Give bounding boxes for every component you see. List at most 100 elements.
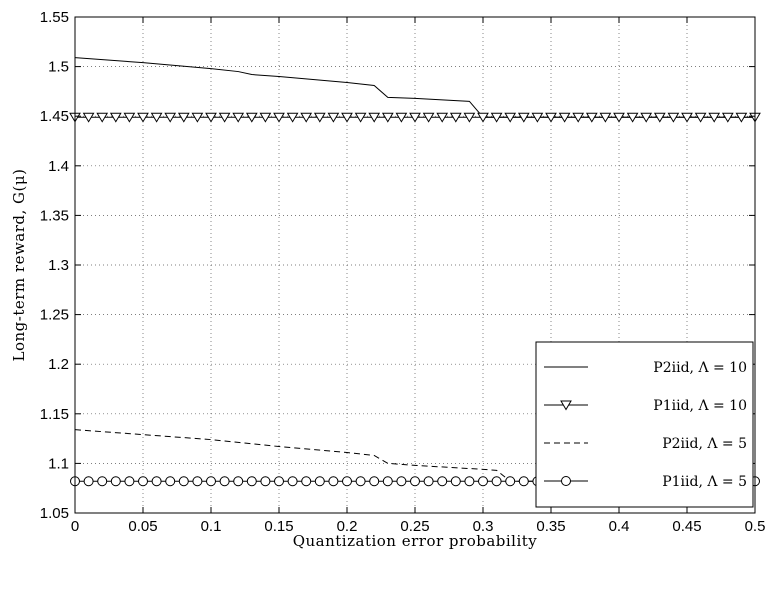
y-tick-label: 1.5 <box>48 59 69 76</box>
circle-marker <box>314 476 325 487</box>
triangle-marker <box>218 112 231 123</box>
triangle-marker <box>585 112 598 123</box>
circle-marker <box>561 476 571 486</box>
triangle-marker <box>653 112 666 123</box>
circle-marker <box>437 476 448 487</box>
circle-marker <box>206 476 216 487</box>
triangle-marker <box>205 112 217 123</box>
x-tick-label: 0.45 <box>672 518 701 535</box>
legend-box <box>535 341 754 508</box>
triangle-marker <box>327 112 340 123</box>
triangle-marker <box>313 112 326 123</box>
x-tick-label: 0.4 <box>609 518 630 535</box>
triangle-marker <box>449 112 462 123</box>
circle-marker <box>274 476 284 487</box>
y-axis-title: Long-term reward, G(μ) <box>10 169 28 362</box>
y-tick-label: 1.3 <box>48 257 69 274</box>
circle-marker <box>505 476 516 487</box>
series-3 <box>74 429 755 482</box>
circle-marker <box>410 476 420 487</box>
x-tick-label: 0.25 <box>400 518 429 535</box>
triangle-marker <box>640 112 653 123</box>
x-tick-label: 0 <box>71 518 79 535</box>
x-tick-label: 0.5 <box>745 518 766 535</box>
circle-marker <box>233 476 244 487</box>
triangle-marker <box>409 112 421 123</box>
triangle-marker <box>109 112 122 123</box>
circle-marker <box>342 476 352 487</box>
y-tick-label: 1.05 <box>40 505 69 522</box>
triangle-marker <box>354 112 367 123</box>
legend-entry: P1iid, Λ = 10 <box>544 398 747 414</box>
x-tick-label: 0.1 <box>201 518 222 535</box>
legend-entry: P2iid, Λ = 10 <box>544 360 747 376</box>
circle-marker <box>464 476 475 487</box>
x-axis-title: Quantization error probability <box>293 532 538 550</box>
y-tick-label: 1.25 <box>40 307 69 324</box>
legend-label: P1iid, Λ = 10 <box>653 398 747 414</box>
triangle-marker <box>504 112 517 123</box>
circle-marker <box>83 476 94 487</box>
legend-label: P2iid, Λ = 5 <box>662 436 747 452</box>
circle-marker <box>260 476 271 487</box>
y-tick-label: 1.1 <box>48 455 69 472</box>
triangle-marker <box>599 112 612 123</box>
x-tick-label: 0.15 <box>264 518 293 535</box>
x-tick-label: 0.2 <box>337 518 358 535</box>
x-tick-label: 0.05 <box>128 518 157 535</box>
circle-marker <box>518 476 529 487</box>
x-tick-label: 0.35 <box>536 518 565 535</box>
triangle-marker <box>694 112 707 123</box>
circle-marker <box>491 476 502 487</box>
circle-marker <box>450 476 461 487</box>
y-tick-label: 1.4 <box>48 158 69 175</box>
triangle-marker <box>368 112 381 123</box>
triangle-marker <box>735 112 748 123</box>
circle-marker <box>328 476 339 487</box>
triangle-marker <box>245 112 258 123</box>
circle-marker <box>192 476 203 487</box>
triangle-marker <box>341 112 353 123</box>
circle-marker <box>97 476 108 487</box>
circle-marker <box>110 476 121 487</box>
triangle-marker <box>150 112 163 123</box>
axis-ticks: 0 0.05 0.1 0.15 0.2 0.25 0.3 0.35 0.4 0.45 0.5 1.05… <box>40 9 766 535</box>
triangle-marker <box>286 112 299 123</box>
triangle-marker <box>463 112 476 123</box>
y-tick-label: 1.2 <box>48 356 69 373</box>
triangle-marker <box>273 112 285 123</box>
triangle-marker <box>300 112 313 123</box>
legend-label: P2iid, Λ = 10 <box>653 360 747 376</box>
triangle-marker <box>395 112 408 123</box>
series-2 <box>69 112 761 123</box>
triangle-marker <box>259 112 272 123</box>
circle-marker <box>219 476 230 487</box>
triangle-marker <box>164 112 177 123</box>
triangle-marker <box>517 112 530 123</box>
triangle-marker <box>477 112 489 123</box>
y-tick-label: 1.35 <box>40 207 69 224</box>
y-tick-label: 1.45 <box>40 108 69 125</box>
triangle-marker <box>96 112 109 123</box>
circle-marker <box>246 476 257 487</box>
circle-marker <box>151 476 162 487</box>
circle-marker <box>396 476 407 487</box>
triangle-marker <box>721 112 734 123</box>
y-tick-label: 1.15 <box>40 406 69 423</box>
triangle-marker <box>681 112 693 123</box>
triangle-marker <box>560 400 572 411</box>
circle-marker <box>138 476 148 487</box>
x-tick-label: 0.3 <box>473 518 494 535</box>
triangle-marker <box>436 112 449 123</box>
y-tick-label: 1.55 <box>40 9 69 26</box>
series-1 <box>74 57 755 118</box>
circle-marker <box>382 476 393 487</box>
circle-marker <box>287 476 298 487</box>
triangle-marker <box>613 112 625 123</box>
triangle-marker <box>626 112 639 123</box>
triangle-marker <box>232 112 245 123</box>
triangle-marker <box>137 112 149 123</box>
circle-marker <box>355 476 366 487</box>
chart-legend: P2iid, Λ = 10 P1iid, Λ = 10 P2iid, Λ = 5 P1… <box>535 341 754 508</box>
triangle-marker <box>545 112 557 123</box>
